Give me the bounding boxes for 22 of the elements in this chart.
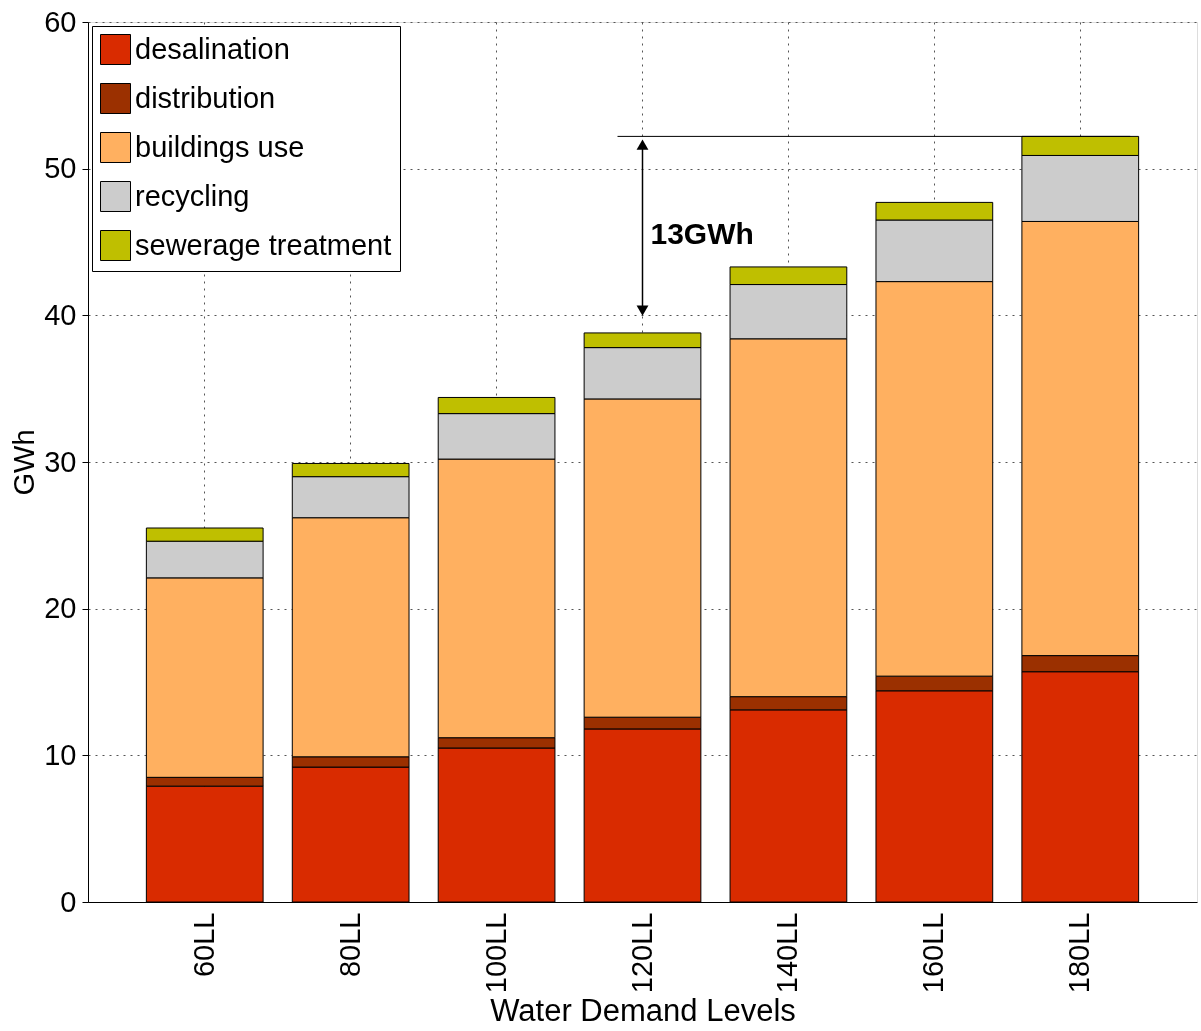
- x-tick-label: 180LL: [1063, 912, 1096, 994]
- legend-label: recycling: [135, 179, 250, 212]
- x-tick-label: 120LL: [625, 912, 658, 994]
- legend-label: distribution: [135, 81, 276, 114]
- y-axis-title: GWh: [8, 429, 41, 496]
- annotation: 13GWh: [650, 216, 754, 250]
- y-tick-label: 20: [44, 592, 77, 625]
- y-tick-label: 30: [44, 445, 77, 478]
- y-tick-label: 40: [44, 298, 77, 331]
- x-tick-label: 160LL: [917, 912, 950, 994]
- y-tick-label: 10: [44, 738, 77, 771]
- legend-label: desalination: [135, 32, 290, 65]
- legend-label: sewerage treatment: [135, 228, 392, 261]
- y-tick-label: 0: [60, 885, 77, 918]
- y-tick-label: 50: [44, 152, 77, 185]
- x-tick-label: 100LL: [479, 912, 512, 994]
- x-tick-label: 140LL: [771, 912, 804, 994]
- x-tick-label: 60LL: [187, 912, 220, 978]
- x-axis-title: Water Demand Levels: [490, 993, 796, 1029]
- x-tick-label: 80LL: [333, 912, 366, 978]
- y-tick-label: 60: [44, 5, 77, 38]
- legend-label: buildings use: [135, 130, 305, 163]
